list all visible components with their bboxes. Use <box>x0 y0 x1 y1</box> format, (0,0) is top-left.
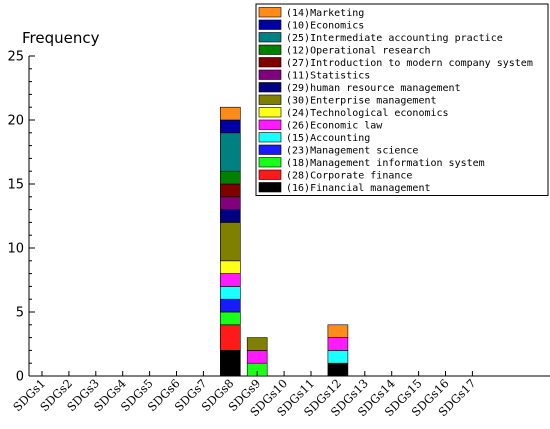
legend-swatch <box>258 32 282 43</box>
y-tick-label: 25 <box>7 50 24 65</box>
legend-swatch <box>258 57 282 68</box>
bar-segment <box>220 183 241 198</box>
legend-entry: (16)Financial management <box>286 183 431 194</box>
bar-segment <box>220 324 241 351</box>
legend-swatch <box>258 132 282 143</box>
legend-entry: (28)Corporate finance <box>286 171 412 182</box>
bar-segment <box>220 106 241 121</box>
bar-segment <box>220 170 241 185</box>
bar-segment <box>327 350 349 364</box>
legend-swatch <box>258 144 282 155</box>
bar-segment <box>220 298 241 313</box>
legend-entry: (26)Economic law <box>286 121 383 132</box>
legend-entry: (27)Introduction to modern company syste… <box>286 58 533 69</box>
bar-segment <box>246 337 268 351</box>
legend-entry: (11)Statistics <box>286 71 370 82</box>
bar-segment <box>220 132 241 172</box>
bar-segment <box>220 209 241 223</box>
legend-swatch <box>258 169 282 180</box>
legend-entry: (25)Intermediate accounting practice <box>286 33 503 44</box>
axes: 0 5 10 15 20 25 <box>7 50 550 385</box>
legend-swatch <box>258 19 282 30</box>
legend-entry: (18)Management information system <box>286 158 485 169</box>
legend-swatch <box>258 69 282 80</box>
y-tick-label: 15 <box>7 178 24 193</box>
legend-entry: (12)Operational research <box>286 46 431 57</box>
legend-entry: (30)Enterprise management <box>286 96 437 107</box>
y-tick-label: 5 <box>16 306 24 321</box>
legend-entry: (14)Marketing <box>286 8 364 19</box>
legend-entry: (29)human resource management <box>286 83 461 94</box>
legend-swatch <box>258 157 282 168</box>
legend-entry: (10)Economics <box>286 21 364 32</box>
legend-swatch <box>258 94 282 105</box>
legend-entry: (23)Management science <box>286 146 418 157</box>
legend-swatch <box>258 82 282 93</box>
bar-segment <box>220 260 241 274</box>
legend: (14)Marketing (10)Economics(25)Intermedia… <box>255 3 549 196</box>
legend-entry: (15)Accounting <box>286 133 370 144</box>
bars <box>220 106 349 377</box>
legend-swatch <box>258 44 282 55</box>
bar-segment <box>327 324 349 338</box>
bar-segment <box>220 286 241 300</box>
legend-entry: (24)Technological economics <box>286 108 449 119</box>
bar-segment <box>220 196 241 210</box>
y-tick-label: 0 <box>16 370 24 385</box>
bar-segment <box>220 311 241 326</box>
y-tick-label: 10 <box>7 242 24 257</box>
y-axis-title: Frequency <box>22 29 100 47</box>
bar-segment <box>220 273 241 287</box>
legend-swatch <box>258 107 282 118</box>
legend-swatch <box>258 182 282 193</box>
legend-swatch <box>258 119 282 130</box>
bar-segment <box>246 350 268 364</box>
legend-swatch <box>258 7 282 18</box>
bar-segment <box>220 119 241 134</box>
legend-box <box>255 3 549 196</box>
x-tick-labels: SDGs1SDGs2SDGs3SDGs4SDGs5SDGs6SDGs7SDGs8… <box>10 371 479 419</box>
bar-segment <box>220 222 241 262</box>
y-tick-label: 20 <box>7 114 24 129</box>
bar-segment <box>327 337 349 351</box>
